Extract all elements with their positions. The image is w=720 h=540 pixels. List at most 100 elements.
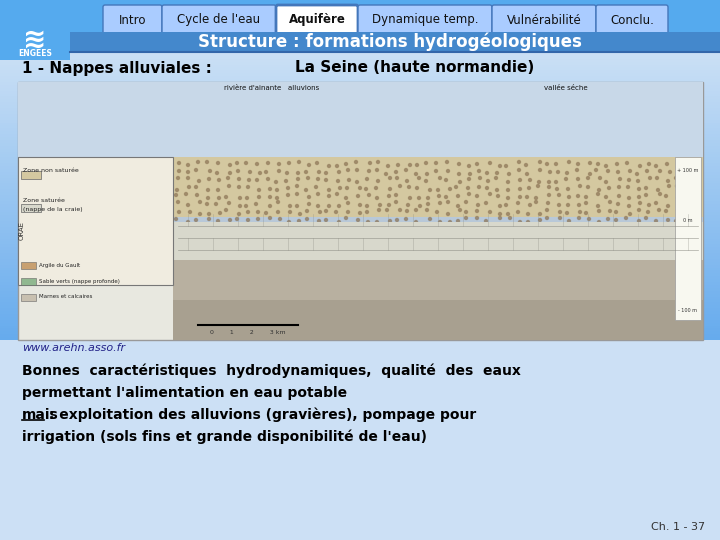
Circle shape [585, 195, 588, 199]
Circle shape [408, 164, 412, 166]
Circle shape [654, 201, 657, 205]
Circle shape [518, 179, 521, 181]
Circle shape [605, 195, 608, 199]
Bar [0, 337, 720, 340]
Circle shape [266, 161, 269, 165]
Circle shape [258, 172, 261, 174]
Circle shape [248, 179, 251, 181]
Circle shape [616, 163, 618, 165]
Circle shape [644, 193, 647, 197]
Circle shape [325, 210, 328, 213]
Circle shape [485, 219, 487, 222]
Circle shape [498, 205, 502, 207]
Circle shape [428, 188, 431, 192]
Bar [18, 82, 703, 340]
Circle shape [605, 165, 608, 167]
Circle shape [376, 220, 379, 224]
Circle shape [508, 172, 510, 176]
Circle shape [628, 179, 631, 181]
Circle shape [217, 179, 220, 181]
Circle shape [286, 172, 289, 174]
Circle shape [498, 165, 502, 167]
Circle shape [667, 219, 670, 221]
Circle shape [556, 187, 559, 191]
Circle shape [405, 168, 408, 172]
Circle shape [248, 171, 251, 173]
Circle shape [397, 164, 400, 166]
Circle shape [387, 194, 390, 198]
Circle shape [667, 185, 670, 187]
Circle shape [444, 179, 448, 181]
Circle shape [618, 194, 621, 198]
Circle shape [366, 220, 369, 224]
Circle shape [356, 194, 359, 198]
Circle shape [295, 205, 299, 207]
Circle shape [238, 186, 240, 188]
Circle shape [446, 213, 449, 215]
Circle shape [246, 197, 248, 199]
Bar [0, 169, 720, 172]
Circle shape [415, 208, 418, 212]
Circle shape [199, 200, 202, 204]
Text: rivière d'ainante   alluvions: rivière d'ainante alluvions [224, 85, 319, 91]
Circle shape [688, 188, 690, 192]
Circle shape [438, 220, 441, 224]
Circle shape [446, 170, 449, 172]
Circle shape [426, 208, 428, 212]
Bar [0, 204, 720, 207]
Bar [0, 117, 720, 119]
Bar [0, 154, 720, 157]
Circle shape [587, 177, 590, 179]
Text: Sable verts (nappe profonde): Sable verts (nappe profonde) [39, 279, 120, 284]
Bar [0, 172, 720, 175]
Bar [0, 40, 720, 470]
Bar [0, 82, 720, 85]
Circle shape [369, 161, 372, 165]
Circle shape [518, 160, 521, 164]
Circle shape [449, 187, 451, 191]
Circle shape [608, 200, 611, 204]
Circle shape [336, 165, 338, 167]
Circle shape [194, 186, 197, 188]
Circle shape [328, 205, 330, 207]
Circle shape [588, 161, 592, 165]
Bar [0, 308, 720, 311]
Circle shape [578, 185, 582, 187]
Bar [0, 99, 720, 102]
Bar [0, 163, 720, 166]
Circle shape [418, 177, 420, 179]
Circle shape [297, 178, 300, 180]
Circle shape [318, 171, 320, 173]
Text: La Seine (haute normandie): La Seine (haute normandie) [295, 60, 534, 76]
Circle shape [297, 172, 300, 174]
Circle shape [606, 218, 610, 220]
Bar [0, 195, 720, 198]
Circle shape [654, 165, 657, 167]
Bar [0, 241, 720, 244]
Circle shape [176, 200, 179, 204]
Bar [0, 235, 720, 239]
Bar [0, 0, 720, 50]
Circle shape [174, 193, 178, 197]
Bar [0, 180, 720, 184]
Bar [173, 222, 703, 260]
Circle shape [245, 205, 248, 207]
Circle shape [246, 211, 250, 213]
Circle shape [269, 187, 271, 191]
Circle shape [526, 195, 528, 199]
Circle shape [389, 219, 392, 222]
Circle shape [245, 161, 248, 165]
Bar [21, 294, 36, 301]
Circle shape [564, 178, 567, 180]
Circle shape [377, 179, 379, 183]
Circle shape [364, 187, 367, 191]
Circle shape [238, 213, 240, 215]
Circle shape [387, 165, 390, 167]
Circle shape [187, 186, 191, 188]
Bar [0, 201, 720, 204]
Circle shape [665, 194, 667, 198]
Circle shape [605, 180, 608, 184]
Bar [0, 53, 720, 56]
Circle shape [207, 188, 210, 192]
Bar [0, 152, 720, 154]
